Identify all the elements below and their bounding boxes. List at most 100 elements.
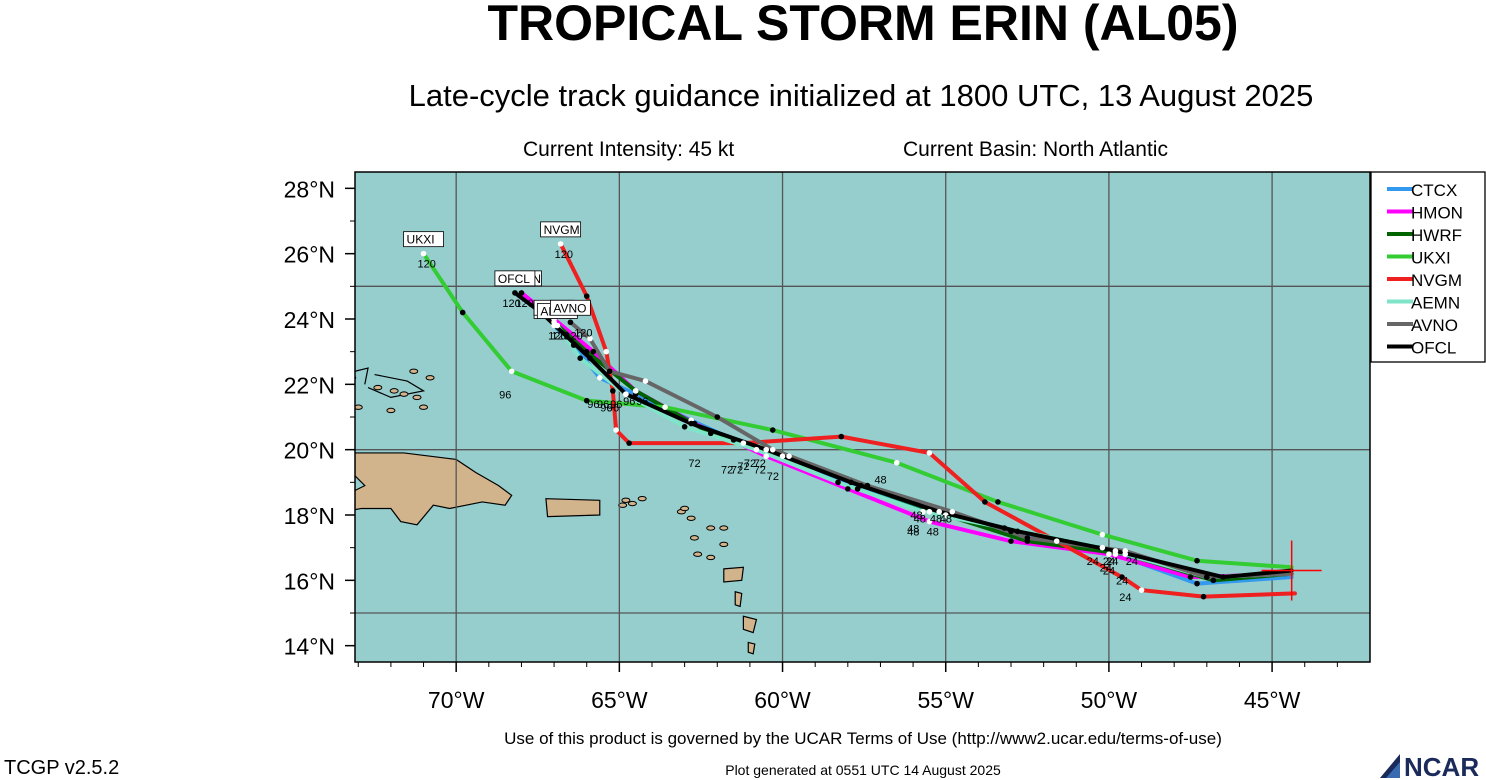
track-point (587, 335, 593, 342)
ncar-logo: NCAR (1380, 752, 1479, 780)
forecast-hour-label: 72 (754, 458, 766, 470)
track-point (864, 482, 871, 489)
forecast-hour-label: 72 (731, 464, 743, 476)
track-point (512, 290, 518, 296)
forecast-hour-label: 120 (574, 327, 592, 339)
forecast-hour-label: 120 (502, 298, 520, 310)
track-point (926, 518, 933, 525)
legend-label-ofcl: OFCL (1411, 339, 1456, 358)
track-point (518, 290, 525, 296)
track-point (1122, 548, 1129, 554)
forecast-hour-label: 48 (914, 513, 926, 525)
forecast-hour-label: 48 (930, 513, 942, 525)
track-point (1024, 535, 1031, 541)
islet (386, 407, 396, 414)
track-point (1204, 574, 1210, 580)
track-point (1119, 574, 1125, 580)
track-point (1187, 574, 1194, 580)
model-end-label: UKXI (407, 233, 435, 247)
forecast-hour-label: 96 (623, 396, 635, 408)
track-point (642, 378, 649, 384)
track-ofcl (512, 290, 1294, 580)
plot-area: 24 48 72 96 120 24 48 72 96 120 24 48 72 96 120 24 48 72 9… (355, 172, 1370, 662)
forecast-hour-label: 120 (564, 331, 582, 343)
land-martinique (742, 615, 758, 634)
chart-title: TROPICAL STORM ERIN (AL05) (487, 0, 1239, 51)
forecast-hour-label: 120 (555, 249, 573, 261)
track-point (613, 427, 619, 433)
y-tick-label: 14°N (284, 634, 335, 660)
ncar-logo-text: NCAR (1404, 752, 1479, 780)
forecast-hour-label: 96 (587, 399, 599, 411)
islet (706, 525, 716, 531)
track-point (769, 427, 776, 433)
track-point (926, 450, 933, 456)
islet (425, 375, 435, 381)
y-tick-label: 28°N (284, 176, 335, 202)
forecast-hour-label: 48 (910, 510, 922, 522)
track-point (753, 446, 760, 453)
islet (627, 500, 637, 507)
islet (409, 368, 419, 374)
legend-label-ctcx: CTCX (1411, 181, 1457, 200)
track-point (1194, 557, 1200, 564)
legend-label-avno: AVNO (1411, 316, 1458, 335)
track-point (632, 388, 639, 394)
islet (719, 541, 729, 548)
track-point (858, 482, 864, 489)
track-point (596, 375, 603, 381)
land-hispaniola (355, 452, 513, 526)
legend-label-hwrf: HWRF (1411, 226, 1462, 245)
model-end-label: OFCL (498, 272, 530, 286)
y-tick-label: 18°N (284, 503, 335, 529)
track-point (714, 414, 721, 420)
x-tick-label: 50°W (1081, 687, 1138, 713)
legend-label-ukxi: UKXI (1411, 249, 1451, 268)
track-point (459, 309, 466, 316)
islet (621, 497, 631, 503)
x-tick-label: 45°W (1244, 687, 1301, 713)
islet (719, 525, 729, 531)
islet (355, 404, 363, 410)
track-point (1099, 531, 1106, 538)
track-chart: 24 48 72 96 120 24 48 72 96 120 24 48 72 96 120 24 48 72 9… (284, 171, 1486, 713)
track-point (763, 446, 770, 453)
track-point (1053, 538, 1060, 544)
forecast-hour-label: 96 (636, 396, 648, 408)
islet (693, 551, 703, 557)
forecast-hour-label: 72 (754, 464, 766, 476)
islet (706, 554, 716, 561)
land-st-lucia (747, 641, 756, 655)
x-tick-label: 60°W (754, 687, 811, 713)
track-point (1112, 548, 1119, 554)
forecast-hour-label: 24 (1126, 556, 1138, 568)
track-point (1220, 574, 1226, 580)
track-point (740, 440, 747, 446)
forecast-hour-label: 120 (418, 259, 436, 271)
track-point (662, 404, 668, 411)
forecast-hour-label: 24 (1087, 556, 1099, 568)
generated-timestamp: Plot generated at 0551 UTC 14 August 202… (725, 762, 1001, 778)
track-point (920, 508, 926, 515)
x-tick-label: 70°W (428, 687, 485, 713)
model-end-box (494, 270, 536, 287)
island-outline (355, 367, 369, 385)
forecast-hour-label: 120 (515, 298, 533, 310)
track-point (1008, 538, 1014, 544)
track-point (848, 479, 854, 486)
forecast-hour-label: 24 (1100, 562, 1112, 574)
islet (637, 495, 647, 502)
terms-of-use: Use of this product is governed by the U… (504, 729, 1222, 748)
ocean-background (355, 172, 1370, 662)
track-point (1008, 528, 1014, 535)
forecast-hour-label: 72 (688, 458, 700, 470)
forecast-hour-label: 48 (907, 523, 919, 535)
track-point (763, 453, 770, 460)
x-tick-label: 55°W (917, 687, 974, 713)
legend-label-hmon: HMON (1411, 204, 1463, 223)
islet (618, 502, 628, 508)
track-point (995, 499, 1001, 505)
track-point (1200, 593, 1207, 600)
islet (373, 384, 383, 391)
track-point (982, 499, 988, 505)
